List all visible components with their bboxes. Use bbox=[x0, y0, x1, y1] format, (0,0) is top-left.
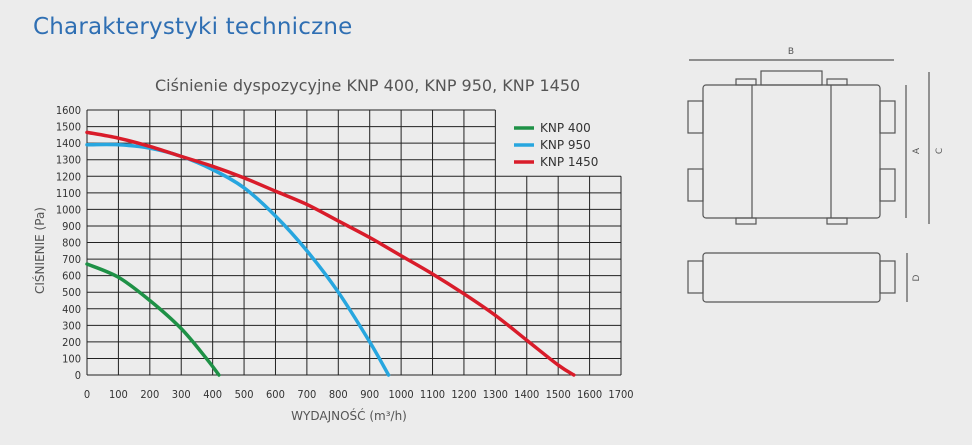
top-port bbox=[760, 70, 823, 86]
y-tick-label: 500 bbox=[62, 286, 81, 299]
bottom-tab-right bbox=[826, 217, 848, 225]
side-port-left bbox=[687, 260, 704, 294]
x-tick-label: 0 bbox=[84, 388, 90, 401]
x-tick-label: 1300 bbox=[483, 388, 508, 401]
port-left-1 bbox=[687, 100, 704, 134]
x-tick-label: 300 bbox=[172, 388, 191, 401]
x-tick-label: 500 bbox=[235, 388, 254, 401]
chart-title: Ciśnienie dyspozycyjne KNP 400, KNP 950,… bbox=[155, 76, 581, 95]
legend-label: KNP 950 bbox=[540, 138, 591, 152]
y-tick-label: 1400 bbox=[56, 137, 81, 150]
y-tick-label: 1000 bbox=[56, 203, 81, 216]
port-right-1 bbox=[879, 100, 896, 134]
dimension-d-label: D bbox=[912, 274, 922, 281]
dimension-a-label: A bbox=[912, 147, 922, 154]
y-tick-label: 1500 bbox=[56, 121, 81, 134]
unit-side-view bbox=[702, 252, 881, 303]
x-tick-label: 1400 bbox=[514, 388, 539, 401]
top-tab-right bbox=[826, 78, 848, 86]
x-tick-label: 1200 bbox=[451, 388, 476, 401]
legend-label: KNP 400 bbox=[540, 121, 591, 135]
dimension-b-label: B bbox=[788, 47, 794, 57]
x-tick-label: 400 bbox=[203, 388, 222, 401]
x-tick-label: 700 bbox=[297, 388, 316, 401]
series-line-knp-400 bbox=[85, 262, 221, 377]
y-tick-label: 1600 bbox=[56, 104, 81, 117]
x-tick-label: 800 bbox=[329, 388, 348, 401]
x-tick-label: 1600 bbox=[577, 388, 602, 401]
port-left-2 bbox=[687, 168, 704, 202]
y-tick-label: 1300 bbox=[56, 154, 81, 167]
port-right-2 bbox=[879, 168, 896, 202]
y-tick-label: 1200 bbox=[56, 170, 81, 183]
x-tick-label: 1700 bbox=[608, 388, 633, 401]
pressure-chart: 0100200300400500600700800900100011001200… bbox=[32, 104, 634, 423]
x-tick-label: 600 bbox=[266, 388, 285, 401]
y-tick-label: 900 bbox=[62, 220, 81, 233]
y-tick-label: 400 bbox=[62, 303, 81, 316]
x-tick-label: 1100 bbox=[420, 388, 445, 401]
series-line-knp-1450 bbox=[85, 130, 576, 377]
y-tick-label: 1100 bbox=[56, 187, 81, 200]
page-title: Charakterystyki techniczne bbox=[33, 14, 353, 40]
x-tick-label: 1000 bbox=[389, 388, 414, 401]
dimension-c-label: C bbox=[935, 148, 945, 154]
y-tick-label: 600 bbox=[62, 270, 81, 283]
bottom-tab-left bbox=[735, 217, 757, 225]
y-tick-label: 300 bbox=[62, 319, 81, 332]
y-tick-label: 0 bbox=[75, 369, 81, 382]
legend-label: KNP 1450 bbox=[540, 155, 598, 169]
unit-top-view bbox=[702, 84, 881, 219]
x-tick-label: 900 bbox=[360, 388, 379, 401]
x-axis-label: WYDAJNOŚĆ (m³/h) bbox=[291, 408, 407, 423]
x-tick-label: 100 bbox=[109, 388, 128, 401]
y-tick-label: 800 bbox=[62, 237, 81, 250]
top-tab-left bbox=[735, 78, 757, 86]
series-line-knp-950 bbox=[85, 142, 391, 377]
x-tick-label: 200 bbox=[140, 388, 159, 401]
y-axis-label: CIŚNIENIE (Pa) bbox=[32, 207, 47, 294]
y-tick-label: 200 bbox=[62, 336, 81, 349]
x-tick-label: 1500 bbox=[546, 388, 571, 401]
y-tick-label: 100 bbox=[62, 352, 81, 365]
y-tick-label: 700 bbox=[62, 253, 81, 266]
side-port-right bbox=[879, 260, 896, 294]
